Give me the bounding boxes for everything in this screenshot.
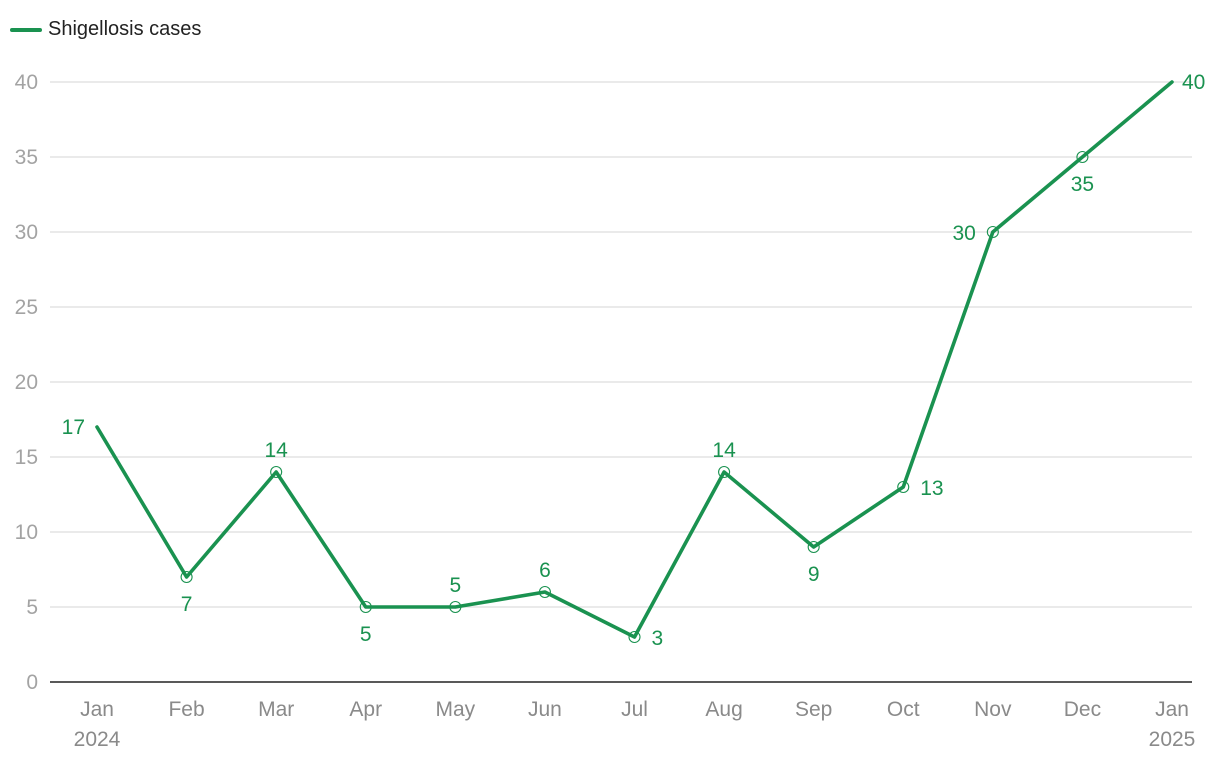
x-tick-label: Jul: [621, 698, 648, 721]
y-tick-label: 25: [15, 296, 38, 319]
data-point: [359, 600, 372, 614]
legend-label: Shigellosis cases: [48, 18, 202, 40]
data-point: [628, 630, 641, 644]
data-label: 6: [539, 559, 551, 582]
y-tick-label: 35: [15, 146, 38, 169]
y-tick-label: 5: [26, 596, 38, 619]
data-point: [270, 465, 283, 479]
y-tick-label: 40: [15, 71, 38, 94]
x-tick-label: Apr: [349, 698, 382, 721]
data-label: 9: [808, 563, 820, 586]
data-label: 30: [952, 222, 975, 245]
x-tick-label: Dec: [1064, 698, 1101, 721]
x-tick-label: Jan: [1155, 698, 1189, 721]
data-label: 14: [264, 439, 288, 462]
x-tick-label: Jan: [80, 698, 114, 721]
x-tick-label: Sep: [795, 698, 832, 721]
x-tick-sublabel: 2024: [74, 728, 121, 751]
x-tick-label: Aug: [705, 698, 742, 721]
data-label: 40: [1182, 71, 1205, 94]
series-line: [95, 80, 1174, 639]
data-point: [897, 480, 910, 494]
x-tick-label: Oct: [887, 698, 920, 721]
x-tick-label: Jun: [528, 698, 562, 721]
legend-swatch: [10, 27, 42, 32]
data-point: [986, 225, 999, 239]
y-tick-label: 20: [15, 371, 38, 394]
data-label: 13: [920, 477, 943, 500]
data-label: 5: [360, 623, 372, 646]
x-tick-sublabel: 2025: [1149, 728, 1196, 751]
data-label: 3: [652, 627, 664, 650]
data-point: [718, 465, 731, 479]
y-tick-label: 30: [15, 221, 38, 244]
x-tick-label: Mar: [258, 698, 294, 721]
data-point: [180, 570, 193, 584]
y-tick-label: 0: [26, 671, 38, 694]
data-point: [1076, 150, 1089, 164]
data-point: [807, 540, 820, 554]
data-label: 35: [1071, 173, 1094, 196]
x-tick-label: Nov: [974, 698, 1012, 721]
x-tick-label: May: [435, 698, 475, 721]
x-tick-label: Feb: [168, 698, 204, 721]
data-label: 14: [712, 439, 736, 462]
y-tick-label: 15: [15, 446, 38, 469]
data-label: 17: [62, 416, 85, 439]
legend: Shigellosis cases: [10, 18, 201, 41]
data-point: [449, 600, 462, 614]
y-tick-label: 10: [15, 521, 38, 544]
data-label: 7: [181, 593, 193, 616]
data-point: [538, 585, 551, 599]
data-label: 5: [449, 574, 461, 597]
